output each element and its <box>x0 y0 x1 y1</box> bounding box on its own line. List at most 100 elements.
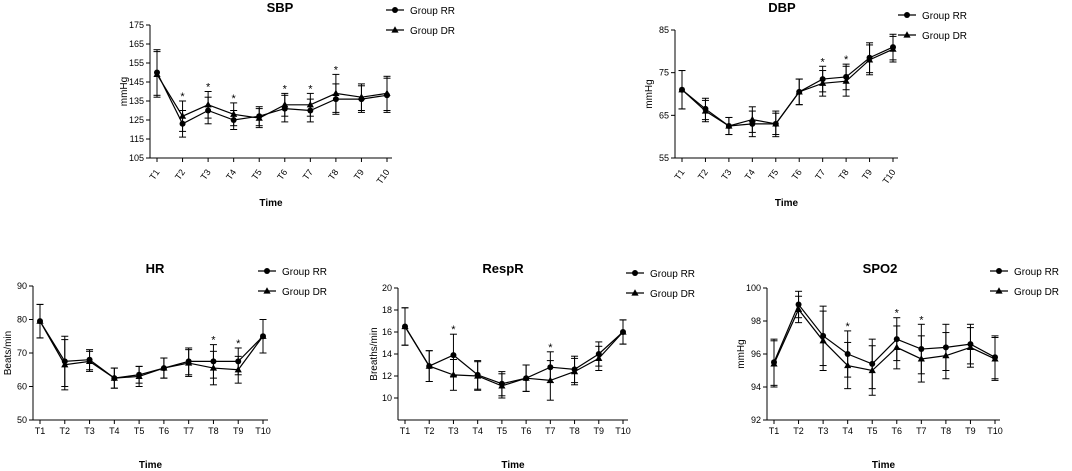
x-tick-label: T6 <box>275 167 289 181</box>
data-point <box>725 122 733 129</box>
y-tick-label: 145 <box>129 77 144 87</box>
y-tick-label: 135 <box>129 96 144 106</box>
data-point <box>865 56 874 63</box>
data-point <box>819 337 827 344</box>
series-line <box>681 48 894 127</box>
series-group-dr <box>770 295 999 396</box>
x-tick-label: T7 <box>301 167 315 181</box>
data-point <box>153 70 161 77</box>
legend-item: Group RR <box>990 267 1059 278</box>
legend-label: Group DR <box>1014 287 1059 298</box>
data-point <box>772 120 780 127</box>
chart-spo2: SPO2 92 94 96 98 100 T1 T2 T3 T4 T5 T6 T7 T8 T9 T10 Time… <box>736 261 1059 471</box>
x-tick-label: T8 <box>837 167 851 181</box>
x-tick-label: T9 <box>860 167 874 181</box>
y-tick-label: 14 <box>382 349 392 359</box>
y-axis-label: Breaths/min <box>369 327 380 380</box>
data-point <box>619 328 627 335</box>
x-tick-label: T3 <box>448 426 459 436</box>
x-tick-label: T3 <box>719 167 733 181</box>
chart-dbp: DBP 55 65 75 85 T1 T2 T3 T4 T5 T6 T7 T8 T9 T10 Time mmHg… <box>644 0 967 209</box>
legend-label: Group RR <box>282 267 327 278</box>
y-axis-label: mmHg <box>644 79 655 108</box>
legend-item: Group RR <box>626 269 695 280</box>
x-tick-label: T1 <box>147 167 161 181</box>
series-line <box>404 326 624 387</box>
legend-label: Group DR <box>650 289 695 300</box>
x-tick-label: T7 <box>916 426 927 436</box>
x-axis-label: Time <box>501 460 525 471</box>
x-axis-label: Time <box>139 460 163 471</box>
data-point <box>255 114 263 121</box>
significance-star: * <box>451 324 456 336</box>
data-point <box>794 305 803 313</box>
data-point <box>401 322 409 330</box>
significance-star: * <box>919 314 924 326</box>
data-point <box>795 88 803 95</box>
data-point <box>449 371 458 378</box>
data-point <box>357 93 366 100</box>
y-axis-label: mmHg <box>736 339 747 368</box>
series-group-dr <box>401 307 627 401</box>
x-tick-label: T5 <box>250 167 264 181</box>
significance-star: * <box>180 91 185 103</box>
legend-item: Group RR <box>258 267 327 278</box>
data-point <box>36 317 44 324</box>
significance-star: * <box>846 321 851 333</box>
y-tick-label: 12 <box>382 371 392 381</box>
x-tick-label: T5 <box>497 426 508 436</box>
data-point <box>966 343 975 350</box>
x-tick-label: T1 <box>35 426 46 436</box>
series-group-rr <box>770 290 999 390</box>
series-group-dr <box>678 35 897 138</box>
data-point <box>842 77 850 84</box>
legend-item: Group DR <box>386 26 455 37</box>
x-tick-label: T5 <box>766 167 780 181</box>
data-point <box>701 107 710 114</box>
y-tick-label: 175 <box>129 20 144 30</box>
legend-label: Group DR <box>410 26 455 37</box>
y-tick-label: 65 <box>659 110 669 120</box>
series-group-rr <box>36 303 267 389</box>
x-tick-label: T2 <box>793 426 804 436</box>
data-point <box>259 332 267 339</box>
legend-item: Group DR <box>898 31 967 42</box>
series-line <box>156 74 388 119</box>
legend-label: Group RR <box>410 6 455 17</box>
x-tick-label: T9 <box>594 426 605 436</box>
y-tick-label: 90 <box>17 281 27 291</box>
legend-marker <box>904 12 910 18</box>
legend-item: Group RR <box>386 6 455 17</box>
x-tick-label: T6 <box>790 167 804 181</box>
x-tick-label: T4 <box>224 167 238 181</box>
series-group-rr <box>153 49 391 138</box>
chart-title: DBP <box>768 0 796 15</box>
data-point <box>819 79 827 86</box>
data-point <box>425 362 433 369</box>
x-tick-label: T8 <box>569 426 580 436</box>
y-tick-label: 55 <box>659 153 669 163</box>
data-point <box>570 367 579 375</box>
x-tick-label: T8 <box>208 426 219 436</box>
data-point <box>893 343 901 350</box>
data-point <box>889 45 897 52</box>
y-tick-label: 94 <box>751 382 761 392</box>
chart-title: SPO2 <box>863 261 898 276</box>
legend-item: Group DR <box>258 287 327 298</box>
data-point <box>110 374 118 381</box>
data-point <box>498 382 506 389</box>
y-axis-label: Beats/min <box>3 331 14 375</box>
series-line <box>156 72 388 125</box>
significance-star: * <box>334 64 339 76</box>
series-line <box>404 326 624 385</box>
significance-star: * <box>236 338 241 350</box>
x-tick-label: T4 <box>743 167 757 181</box>
y-tick-label: 165 <box>129 39 144 49</box>
legend-marker <box>632 270 638 276</box>
legend-label: Group DR <box>282 287 327 298</box>
data-point <box>204 101 212 108</box>
y-tick-label: 50 <box>17 415 27 425</box>
x-tick-label: T3 <box>84 426 95 436</box>
data-point <box>595 354 603 361</box>
y-tick-label: 85 <box>659 25 669 35</box>
